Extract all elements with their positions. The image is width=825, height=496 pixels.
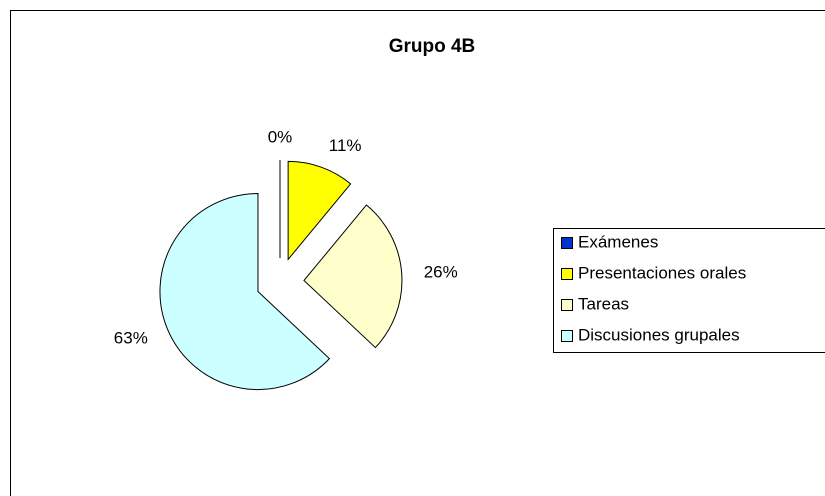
legend-swatch bbox=[561, 237, 573, 249]
legend-label: Tareas bbox=[578, 294, 629, 313]
legend-swatch bbox=[561, 268, 573, 280]
legend-box bbox=[553, 228, 825, 353]
slice bbox=[287, 160, 352, 261]
legend-swatch bbox=[561, 330, 573, 342]
legend-swatch bbox=[561, 299, 573, 311]
legend-label: Presentaciones orales bbox=[578, 263, 746, 282]
legend-label: Discusiones grupales bbox=[578, 325, 740, 344]
data-label: 63% bbox=[114, 329, 148, 348]
slice bbox=[303, 204, 403, 349]
chart-title: Grupo 4B bbox=[389, 36, 476, 57]
data-label: 11% bbox=[329, 136, 362, 155]
legend-label: Exámenes bbox=[578, 232, 658, 251]
slice bbox=[159, 193, 331, 391]
data-label: 26% bbox=[424, 262, 458, 281]
data-label: 0% bbox=[268, 127, 293, 146]
